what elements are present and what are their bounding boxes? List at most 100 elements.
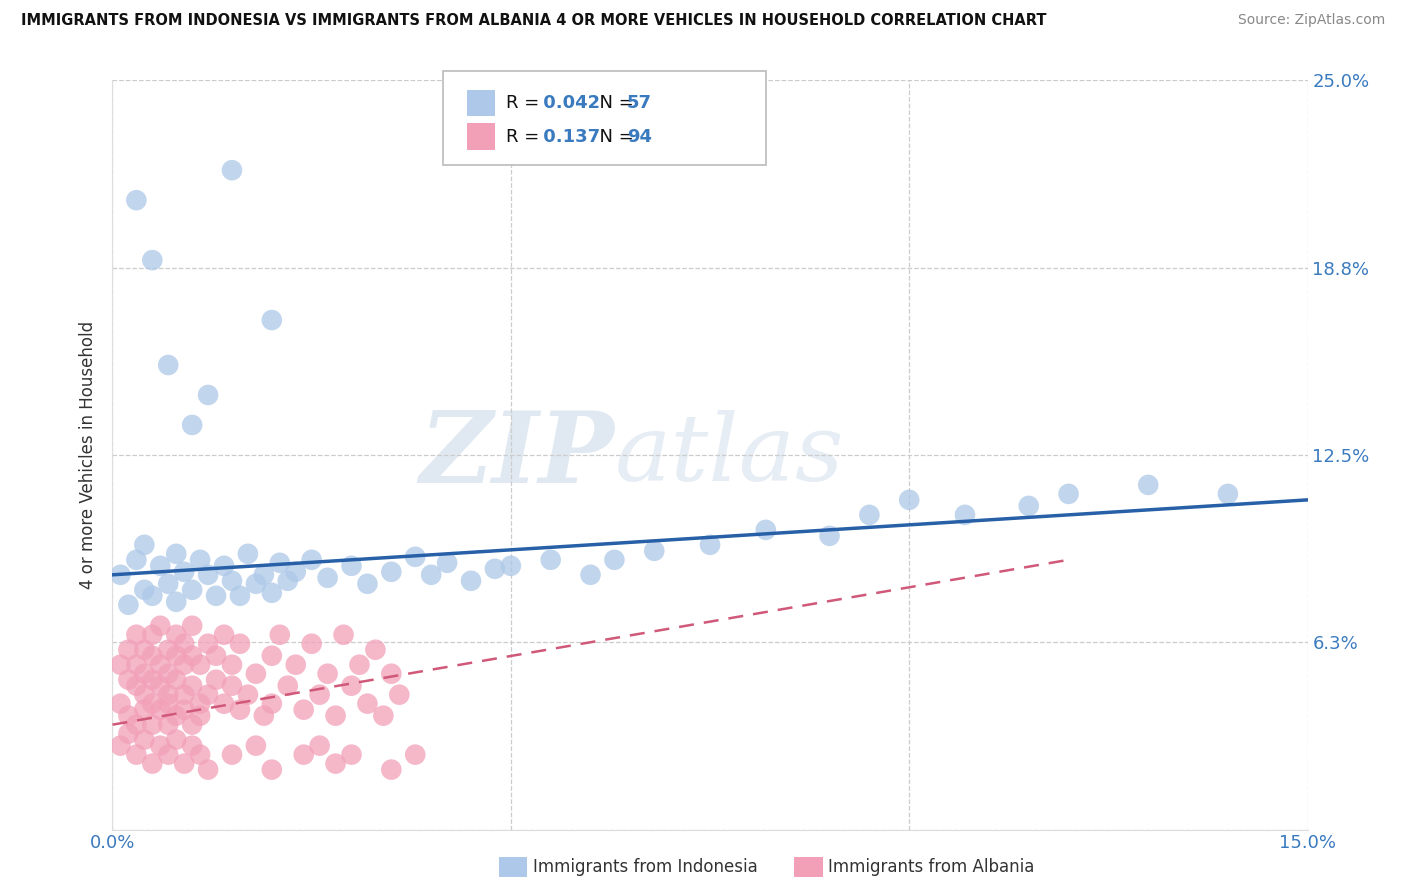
Point: [205, 648, 228, 663]
Point: [260, 586, 283, 600]
Point: [165, 648, 187, 663]
Point: [181, 717, 204, 731]
Point: [134, 703, 156, 717]
Point: [117, 708, 139, 723]
Point: [356, 576, 378, 591]
Point: [197, 388, 219, 402]
Text: IMMIGRANTS FROM INDONESIA VS IMMIGRANTS FROM ALBANIA 4 OR MORE VEHICLES IN HOUSE: IMMIGRANTS FROM INDONESIA VS IMMIGRANTS …: [21, 13, 1046, 29]
Point: [404, 747, 426, 762]
Point: [1137, 478, 1160, 492]
Point: [332, 628, 354, 642]
Text: 57: 57: [627, 94, 652, 112]
Point: [117, 673, 139, 687]
Point: [134, 642, 156, 657]
Point: [173, 637, 195, 651]
Point: [245, 739, 267, 753]
Point: [134, 688, 156, 702]
Point: [157, 642, 180, 657]
Point: [197, 763, 219, 777]
Text: Immigrants from Albania: Immigrants from Albania: [828, 858, 1035, 876]
Point: [1057, 487, 1080, 501]
Point: [157, 688, 180, 702]
Point: [110, 739, 132, 753]
Point: [245, 666, 267, 681]
Point: [898, 492, 921, 507]
Point: [579, 567, 602, 582]
Text: ZIP: ZIP: [419, 407, 614, 503]
Point: [188, 553, 211, 567]
Point: [253, 708, 276, 723]
Point: [149, 558, 172, 573]
Point: [134, 538, 156, 552]
Point: [212, 628, 235, 642]
Text: 94: 94: [627, 128, 652, 145]
Point: [181, 582, 204, 597]
Point: [221, 679, 243, 693]
Point: [1216, 487, 1239, 501]
Point: [420, 567, 443, 582]
Point: [173, 657, 195, 672]
Point: [181, 679, 204, 693]
Point: [110, 567, 132, 582]
Point: [181, 417, 204, 432]
Text: R =: R =: [506, 128, 546, 145]
Point: [349, 657, 371, 672]
Point: [149, 739, 172, 753]
Point: [188, 747, 211, 762]
Point: [340, 679, 363, 693]
Point: [125, 747, 148, 762]
Point: [205, 673, 228, 687]
Point: [134, 732, 156, 747]
Point: [356, 697, 378, 711]
Point: [643, 544, 665, 558]
Point: [165, 673, 187, 687]
Point: [540, 553, 562, 567]
Text: N =: N =: [588, 128, 640, 145]
Point: [260, 648, 283, 663]
Point: [157, 717, 180, 731]
Point: [212, 558, 235, 573]
Point: [221, 747, 243, 762]
Point: [125, 657, 148, 672]
Point: [165, 595, 187, 609]
Point: [125, 628, 148, 642]
Point: [380, 666, 402, 681]
Point: [188, 657, 211, 672]
Point: [460, 574, 482, 588]
Point: [125, 679, 148, 693]
Point: [197, 637, 219, 651]
Text: N =: N =: [588, 94, 640, 112]
Point: [181, 619, 204, 633]
Point: [373, 708, 395, 723]
Point: [1018, 499, 1040, 513]
Point: [436, 556, 458, 570]
Point: [157, 666, 180, 681]
Point: [340, 558, 363, 573]
Point: [134, 582, 156, 597]
Point: [165, 547, 187, 561]
Text: Immigrants from Indonesia: Immigrants from Indonesia: [533, 858, 758, 876]
Point: [221, 574, 243, 588]
Point: [260, 697, 283, 711]
Point: [197, 567, 219, 582]
Point: [308, 739, 330, 753]
Point: [173, 565, 195, 579]
Point: [221, 163, 243, 178]
Point: [277, 574, 299, 588]
Point: [188, 697, 211, 711]
Point: [141, 697, 163, 711]
Point: [364, 642, 387, 657]
Point: [301, 637, 323, 651]
Point: [229, 637, 252, 651]
Point: [173, 703, 195, 717]
Point: [117, 642, 139, 657]
Point: [236, 547, 259, 561]
Point: [149, 679, 172, 693]
Point: [125, 717, 148, 731]
Point: [603, 553, 626, 567]
Point: [380, 565, 402, 579]
Point: [953, 508, 976, 522]
Point: [229, 703, 252, 717]
Point: [117, 726, 139, 740]
Point: [157, 358, 180, 372]
